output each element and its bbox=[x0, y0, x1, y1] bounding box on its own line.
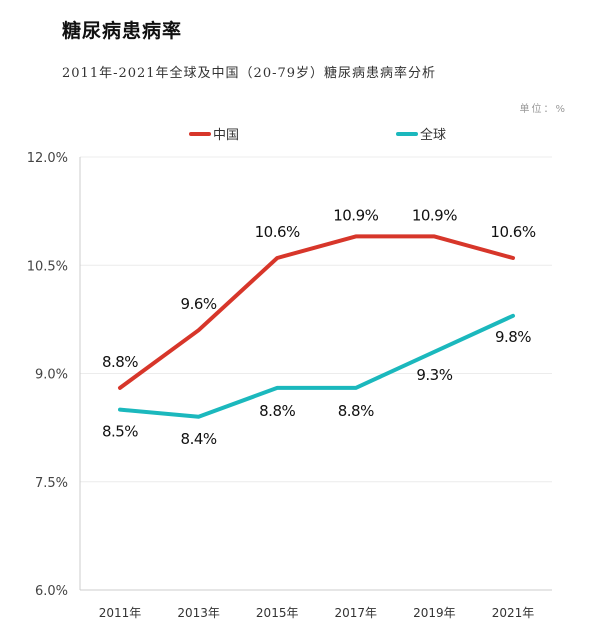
grid-lines bbox=[80, 156, 552, 483]
unit-label: 单位：% bbox=[519, 104, 567, 115]
legend-label-china: 中国 bbox=[213, 128, 239, 143]
legend-label-global: 全球 bbox=[420, 127, 446, 143]
y-tick-label: 9.0% bbox=[35, 368, 68, 383]
data-label-china: 10.9% bbox=[333, 206, 378, 224]
x-tick-label: 2013年 bbox=[177, 606, 220, 620]
data-label-china: 10.9% bbox=[412, 206, 457, 224]
chart-subtitle: 2011年-2021年全球及中国（20-79岁）糖尿病患病率分析 bbox=[62, 66, 437, 81]
data-label-china: 9.6% bbox=[181, 295, 217, 313]
data-label-global: 8.8% bbox=[338, 402, 374, 420]
data-label-global: 8.4% bbox=[181, 430, 217, 448]
series-line-china bbox=[118, 234, 515, 390]
x-tick-label: 2019年 bbox=[413, 606, 456, 620]
data-label-china: 10.6% bbox=[255, 223, 300, 241]
y-tick-label: 6.0% bbox=[35, 584, 68, 599]
data-label-china: 8.8% bbox=[102, 353, 138, 371]
data-label-global: 8.8% bbox=[259, 402, 295, 420]
axes bbox=[79, 157, 552, 591]
y-tick-label: 7.5% bbox=[35, 476, 68, 491]
y-tick-labels: 6.0% 7.5% 9.0% 10.5% 12.0% bbox=[27, 151, 68, 599]
y-tick-label: 10.5% bbox=[27, 259, 68, 274]
data-labels: 8.8% 9.6% 10.6% 10.9% 10.9% 10.6% 8.5% 8.4% 8.8%… bbox=[102, 206, 536, 447]
data-label-global: 9.8% bbox=[495, 328, 531, 346]
y-tick-label: 12.0% bbox=[27, 151, 68, 166]
series-line-global bbox=[118, 313, 515, 419]
x-tick-label: 2011年 bbox=[99, 606, 142, 620]
x-tick-labels: 2011年 2013年 2015年 2017年 2019年 2021年 bbox=[99, 606, 535, 620]
legend: 中国 全球 bbox=[189, 127, 446, 143]
x-tick-label: 2015年 bbox=[256, 606, 299, 620]
x-tick-label: 2017年 bbox=[335, 606, 378, 620]
chart-title: 糖尿病患病率 bbox=[62, 20, 183, 42]
series-lines bbox=[118, 234, 515, 419]
data-label-china: 10.6% bbox=[490, 223, 535, 241]
data-label-global: 8.5% bbox=[102, 423, 138, 441]
x-tick-label: 2021年 bbox=[492, 606, 535, 620]
data-label-global: 9.3% bbox=[416, 366, 452, 384]
